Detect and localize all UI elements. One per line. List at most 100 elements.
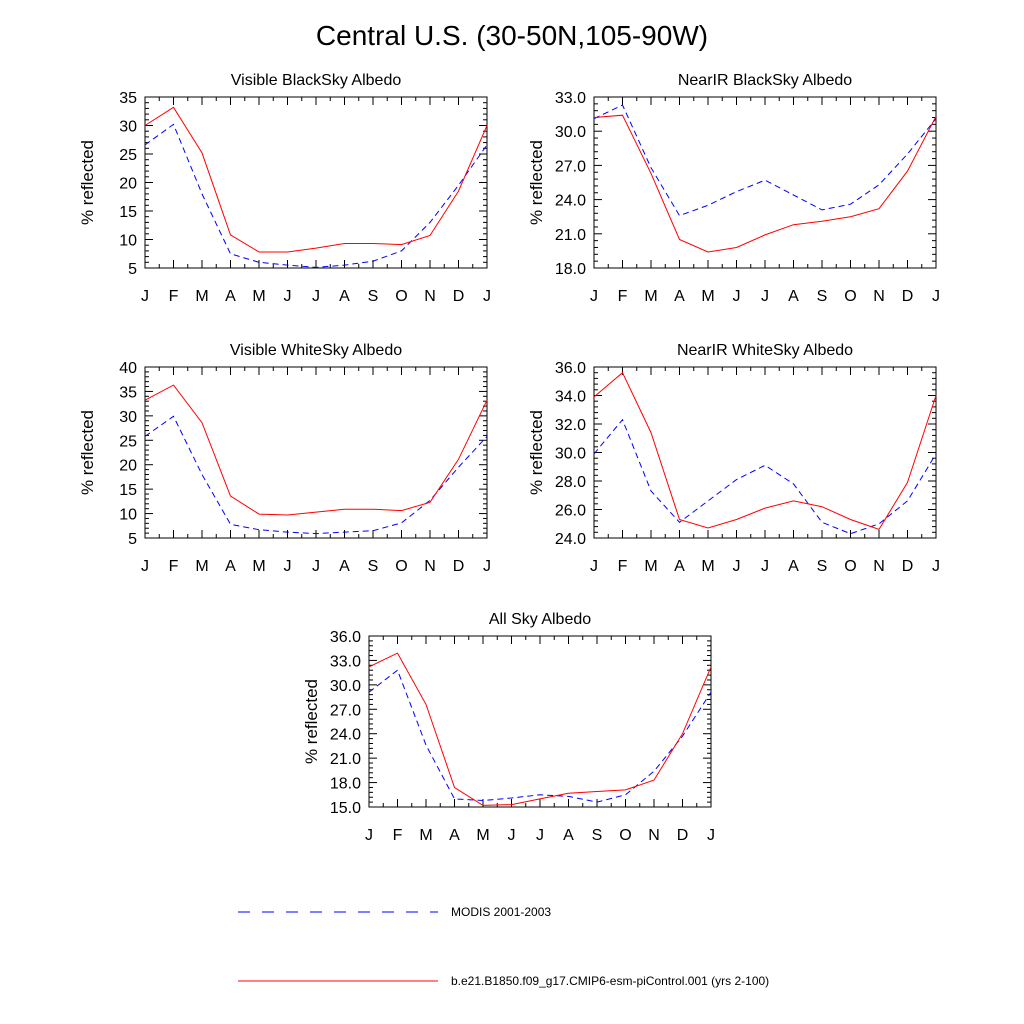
x-tick-label: S	[817, 558, 828, 575]
x-tick-label: A	[225, 558, 236, 575]
x-tick-label: M	[644, 558, 657, 575]
panel-title: NearIR BlackSky Albedo	[678, 72, 852, 89]
plot-frame	[593, 96, 937, 269]
x-tick-label: J	[284, 288, 292, 305]
panel-title: All Sky Albedo	[489, 611, 591, 628]
x-tick-label: M	[476, 827, 489, 844]
x-tick-label: F	[618, 558, 628, 575]
x-tick-label: N	[873, 558, 885, 575]
x-tick-label: J	[590, 288, 598, 305]
x-tick-label: J	[483, 558, 491, 575]
x-tick-label: J	[141, 288, 149, 305]
plot-frame	[368, 635, 712, 808]
y-tick-label: 24.0	[555, 531, 586, 548]
x-tick-label: O	[844, 288, 856, 305]
x-tick-label: M	[252, 288, 265, 305]
y-tick-label: 24.0	[555, 193, 586, 210]
x-tick-label: A	[339, 558, 350, 575]
x-tick-label: J	[483, 288, 491, 305]
y-tick-label: 27.0	[555, 158, 586, 175]
model-series-line	[368, 652, 712, 806]
model-series-line	[593, 371, 937, 531]
x-tick-label: N	[424, 288, 436, 305]
x-tick-label: S	[368, 558, 379, 575]
x-tick-label: S	[592, 827, 603, 844]
y-tick-label: 30.0	[555, 124, 586, 141]
x-tick-label: O	[395, 558, 407, 575]
y-tick-label: 28.0	[555, 474, 586, 491]
y-axis-label: % reflected	[78, 410, 97, 495]
x-tick-label: O	[619, 827, 631, 844]
x-tick-label: D	[453, 558, 465, 575]
x-tick-label: O	[844, 558, 856, 575]
y-tick-label: 30.0	[555, 446, 586, 463]
x-tick-label: J	[536, 827, 544, 844]
x-tick-label: J	[932, 288, 940, 305]
x-tick-label: F	[393, 827, 403, 844]
y-tick-label: 33.0	[330, 653, 361, 670]
y-tick-label: 30	[119, 119, 137, 136]
legend-model-label: b.e21.B1850.f09_g17.CMIP6-esm-piControl.…	[451, 974, 770, 988]
y-tick-label: 15	[119, 204, 137, 221]
modis-series-line	[144, 123, 488, 268]
x-tick-label: F	[169, 288, 179, 305]
figure-title: Central U.S. (30-50N,105-90W)	[315, 20, 709, 51]
x-tick-label: J	[761, 288, 769, 305]
x-tick-label: J	[590, 558, 598, 575]
y-tick-label: 26.0	[555, 503, 586, 520]
y-axis-label: % reflected	[527, 410, 546, 495]
y-tick-label: 36.0	[555, 360, 586, 377]
y-tick-label: 24.0	[330, 727, 361, 744]
x-tick-label: M	[701, 288, 714, 305]
modis-series-line	[593, 418, 937, 535]
y-tick-label: 30	[119, 409, 137, 426]
x-tick-label: S	[817, 288, 828, 305]
x-tick-label: M	[419, 827, 432, 844]
y-tick-label: 5	[128, 261, 137, 278]
model-series-line	[593, 114, 937, 253]
x-tick-label: A	[563, 827, 574, 844]
y-tick-label: 33.0	[555, 90, 586, 107]
modis-series-line	[144, 415, 488, 535]
y-tick-label: 18.0	[330, 776, 361, 793]
x-tick-label: J	[932, 558, 940, 575]
legend-modis-label: MODIS 2001-2003	[451, 905, 552, 919]
y-tick-label: 32.0	[555, 417, 586, 434]
y-tick-label: 20	[119, 176, 137, 193]
x-tick-label: N	[873, 288, 885, 305]
y-axis-label: % reflected	[78, 140, 97, 225]
x-tick-label: J	[707, 827, 715, 844]
x-tick-label: M	[195, 288, 208, 305]
y-tick-label: 30.0	[330, 678, 361, 695]
y-tick-label: 36.0	[330, 629, 361, 646]
x-tick-label: J	[365, 827, 373, 844]
plot-frame	[144, 96, 488, 269]
y-tick-label: 25	[119, 433, 137, 450]
x-tick-label: D	[902, 558, 914, 575]
panel-nearir-blacksky: J F M A M J J A S O N D J18.021.024.027.030.033.0Nea…	[527, 72, 940, 305]
y-tick-label: 5	[128, 531, 137, 548]
x-tick-label: F	[618, 288, 628, 305]
y-tick-label: 10	[119, 507, 137, 524]
y-tick-label: 15	[119, 482, 137, 499]
x-tick-label: N	[648, 827, 660, 844]
x-tick-label: M	[195, 558, 208, 575]
plot-frame	[593, 366, 937, 539]
x-tick-label: M	[252, 558, 265, 575]
y-tick-label: 27.0	[330, 702, 361, 719]
panel-title: Visible BlackSky Albedo	[231, 72, 402, 89]
x-tick-label: D	[453, 288, 465, 305]
x-tick-label: J	[312, 288, 320, 305]
x-tick-label: O	[395, 288, 407, 305]
model-series-line	[144, 384, 488, 516]
panel-all-sky: J F M A M J J A S O N D J15.018.021.024.027.030.033.…	[302, 611, 715, 844]
x-tick-label: A	[674, 288, 685, 305]
y-tick-label: 18.0	[555, 261, 586, 278]
y-tick-label: 21.0	[555, 227, 586, 244]
y-tick-label: 35	[119, 90, 137, 107]
panel-title: NearIR WhiteSky Albedo	[677, 342, 853, 359]
x-tick-label: A	[788, 558, 799, 575]
y-tick-label: 40	[119, 360, 137, 377]
